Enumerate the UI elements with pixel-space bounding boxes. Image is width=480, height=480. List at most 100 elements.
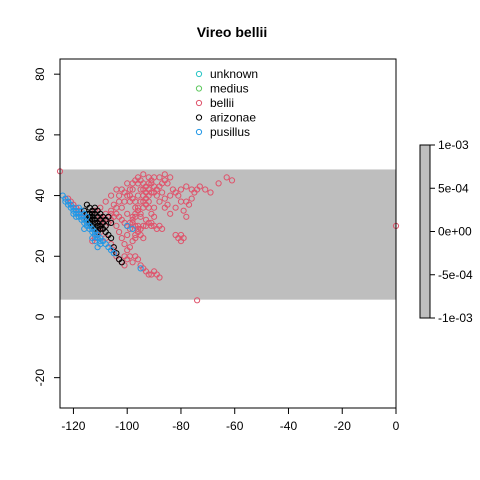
y-tick-label: -20 <box>33 369 47 387</box>
y-tick-label: 60 <box>33 128 47 142</box>
point-arizonae <box>118 259 125 266</box>
point-bellii <box>223 174 230 181</box>
point-bellii <box>207 189 214 196</box>
legend-marker-pusillus <box>195 128 203 136</box>
point-bellii <box>194 186 201 193</box>
chart-title: Vireo bellii <box>197 24 268 40</box>
point-bellii <box>145 204 152 211</box>
point-arizonae <box>91 204 99 211</box>
point-bellii <box>177 186 185 193</box>
point-bellii <box>161 195 168 202</box>
point-bellii <box>180 207 187 214</box>
point-bellii <box>124 231 131 239</box>
point-bellii <box>228 177 236 184</box>
point-bellii <box>159 189 166 196</box>
point-bellii <box>129 259 136 266</box>
point-bellii <box>156 198 163 205</box>
point-pusillus <box>81 225 88 232</box>
point-bellii <box>180 235 187 242</box>
point-bellii <box>161 171 168 178</box>
point-bellii <box>134 180 142 187</box>
point-bellii <box>156 274 163 281</box>
x-tick-label: 0 <box>393 419 400 433</box>
x-tick-label: -120 <box>61 419 85 433</box>
point-bellii <box>124 256 131 263</box>
point-bellii <box>161 204 168 211</box>
point-bellii <box>113 222 120 229</box>
plot-area: -120 -100 -80 -60 -40 -20 0 -20 0 20 40 60 80 <box>33 58 400 433</box>
legend-label-bellii: bellii <box>210 96 234 110</box>
point-pusillus <box>94 244 101 251</box>
x-tick-label: -100 <box>115 419 139 433</box>
point-bellii <box>140 171 147 178</box>
point-bellii <box>215 180 222 187</box>
point-pusillus <box>83 213 91 220</box>
point-bellii <box>159 225 166 232</box>
point-bellii <box>134 256 142 263</box>
colorbar-tick-label: -1e-03 <box>438 311 473 325</box>
latitude-band <box>60 169 396 300</box>
point-bellii <box>134 204 142 211</box>
y-tick-label: 40 <box>33 189 47 203</box>
point-bellii <box>175 192 182 199</box>
point-pusillus <box>129 225 136 232</box>
point-arizonae <box>113 250 120 257</box>
y-tick-label: 80 <box>33 67 47 81</box>
legend-label-pusillus: pusillus <box>210 125 250 139</box>
point-arizonae <box>89 210 96 217</box>
point-bellii <box>137 198 144 205</box>
point-pusillus <box>110 250 117 257</box>
point-bellii <box>110 201 117 208</box>
colorbar-tick-label: 5e-04 <box>438 181 469 195</box>
point-pusillus <box>137 265 144 272</box>
legend-label-arizonae: arizonae <box>210 111 256 125</box>
colorbar-swatch <box>419 144 431 319</box>
colorbar-tick-label: 0e+00 <box>438 225 472 239</box>
colorbar: 1e-03 5e-04 0e+00 -5e-04 -1e-03 <box>419 138 473 325</box>
x-tick-label: -60 <box>226 419 244 433</box>
legend-marker-bellii <box>195 99 203 107</box>
point-bellii <box>172 231 179 239</box>
point-bellii <box>129 186 136 193</box>
point-bellii <box>156 174 163 181</box>
point-pusillus <box>73 213 80 220</box>
point-arizonae <box>102 222 109 229</box>
legend-marker-medius <box>195 85 203 92</box>
point-bellii <box>188 195 195 202</box>
point-bellii <box>142 222 150 229</box>
point-bellii <box>113 186 120 193</box>
point-bellii <box>126 244 133 251</box>
point-bellii <box>140 235 147 242</box>
point-bellii <box>185 201 193 208</box>
legend-marker-unknown <box>195 70 203 78</box>
point-bellii <box>137 225 144 232</box>
point-bellii <box>124 210 131 217</box>
point-bellii <box>167 192 174 199</box>
point-bellii <box>183 213 190 220</box>
plot-frame <box>59 58 397 409</box>
point-bellii <box>148 189 155 196</box>
point-bellii <box>102 198 109 205</box>
colorbar-tick-label: -5e-04 <box>438 268 473 282</box>
point-bellii <box>137 186 144 193</box>
point-bellii <box>121 241 128 248</box>
point-arizonae <box>108 235 115 242</box>
colorbar-tick-label: 1e-03 <box>438 138 469 152</box>
series-pusillus <box>59 192 144 272</box>
point-bellii <box>118 235 125 242</box>
point-arizonae <box>105 213 112 220</box>
point-bellii <box>172 204 179 211</box>
point-bellii <box>194 297 201 304</box>
point-bellii <box>116 198 123 205</box>
point-bellii <box>126 186 133 193</box>
point-bellii <box>183 183 190 190</box>
x-tick-label: -40 <box>280 419 298 433</box>
point-bellii <box>167 174 174 181</box>
point-bellii <box>129 238 136 245</box>
point-bellii <box>148 219 155 226</box>
point-bellii <box>132 231 139 239</box>
point-bellii <box>145 271 152 278</box>
legend-label-medius: medius <box>210 82 249 96</box>
